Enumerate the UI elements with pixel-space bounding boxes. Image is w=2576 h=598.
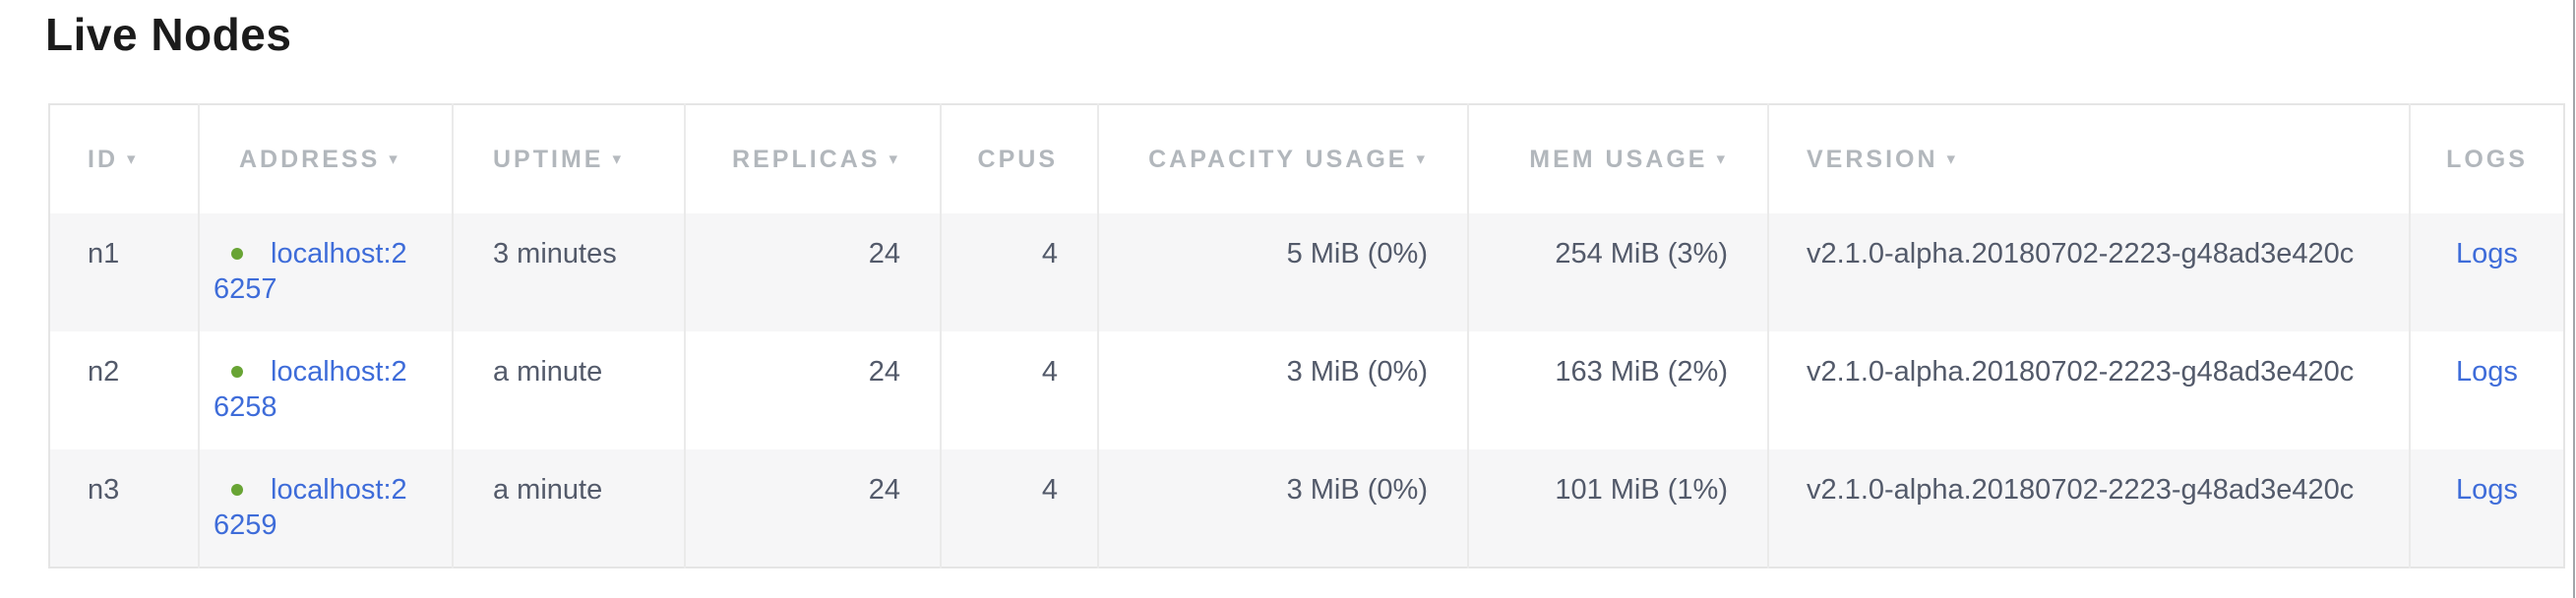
node-id-cell: n2 <box>88 356 120 388</box>
table-header-row: ID ▾ ADDRESS ▾ UPTIME ▾ REPLICAS ▾ CPUS CAPA… <box>49 104 2564 213</box>
column-header-replicas[interactable]: REPLICAS ▾ <box>684 104 941 213</box>
node-cpus-cell: 4 <box>940 449 1098 568</box>
column-header-id[interactable]: ID ▾ <box>49 104 199 213</box>
address-line-1: localhost:2 <box>271 356 407 388</box>
node-address-cell: localhost:2 6258 <box>198 331 453 449</box>
logs-link[interactable]: Logs <box>2456 238 2518 269</box>
column-header-label: ADDRESS <box>239 145 381 173</box>
sort-arrow-icon: ▾ <box>389 149 400 168</box>
node-version-cell: v2.1.0-alpha.20180702-2223-g48ad3e420c <box>1767 213 2410 331</box>
node-address-link[interactable]: localhost:2 6257 <box>214 238 438 307</box>
table-row: n1 localhost:2 6257 3 minutes 24 4 5 MiB … <box>49 213 2564 331</box>
node-capacity-usage-cell: 3 MiB (0%) <box>1097 449 1468 568</box>
node-uptime-cell: 3 minutes <box>452 213 685 331</box>
sort-arrow-icon: ▾ <box>612 149 624 168</box>
column-header-label: REPLICAS <box>732 145 881 173</box>
page-title: Live Nodes <box>45 9 292 60</box>
node-mem-usage-cell: 254 MiB (3%) <box>1467 213 1768 331</box>
sort-arrow-icon: ▾ <box>1416 149 1428 168</box>
column-header-mem-usage[interactable]: MEM USAGE ▾ <box>1467 104 1768 213</box>
column-header-label: ID <box>88 145 118 173</box>
node-replicas-cell: 24 <box>684 331 941 449</box>
node-cpus-cell: 4 <box>940 331 1098 449</box>
node-capacity-usage-cell: 3 MiB (0%) <box>1097 331 1468 449</box>
address-line-2: 6257 <box>214 273 277 305</box>
column-header-cpus: CPUS <box>940 104 1098 213</box>
node-capacity-usage-cell: 5 MiB (0%) <box>1097 213 1468 331</box>
node-replicas-cell: 24 <box>684 449 941 568</box>
window-edge-line <box>2573 0 2575 598</box>
node-replicas-cell: 24 <box>684 213 941 331</box>
sort-arrow-icon: ▾ <box>889 149 900 168</box>
column-header-version[interactable]: VERSION ▾ <box>1767 104 2410 213</box>
node-cpus-cell: 4 <box>940 213 1098 331</box>
node-id-cell: n1 <box>88 238 120 269</box>
logs-link[interactable]: Logs <box>2456 356 2518 388</box>
column-header-label: LOGS <box>2446 145 2528 173</box>
node-address-link[interactable]: localhost:2 6258 <box>214 356 438 425</box>
node-version-cell: v2.1.0-alpha.20180702-2223-g48ad3e420c <box>1767 331 2410 449</box>
sort-arrow-icon: ▾ <box>1716 149 1728 168</box>
column-header-logs: LOGS <box>2409 104 2564 213</box>
node-id-cell: n3 <box>88 474 120 506</box>
node-logs-cell: Logs <box>2409 213 2564 331</box>
logs-link[interactable]: Logs <box>2456 474 2518 506</box>
live-nodes-table: ID ▾ ADDRESS ▾ UPTIME ▾ REPLICAS ▾ CPUS CAPA… <box>48 103 2565 568</box>
column-header-label: VERSION <box>1807 145 1938 173</box>
node-live-status-icon <box>231 248 243 260</box>
address-line-2: 6258 <box>214 391 277 423</box>
node-live-status-icon <box>231 366 243 378</box>
column-header-address[interactable]: ADDRESS ▾ <box>198 104 453 213</box>
node-uptime-cell: a minute <box>452 331 685 449</box>
address-line-1: localhost:2 <box>271 238 407 269</box>
column-header-label: CAPACITY USAGE <box>1148 145 1408 173</box>
column-header-label: CPUS <box>977 145 1058 173</box>
node-mem-usage-cell: 101 MiB (1%) <box>1467 449 1768 568</box>
column-header-label: UPTIME <box>493 145 604 173</box>
node-address-cell: localhost:2 6257 <box>198 213 453 331</box>
node-logs-cell: Logs <box>2409 331 2564 449</box>
column-header-label: MEM USAGE <box>1529 145 1708 173</box>
node-logs-cell: Logs <box>2409 449 2564 568</box>
address-line-1: localhost:2 <box>271 474 407 506</box>
sort-arrow-icon: ▾ <box>127 149 139 168</box>
node-mem-usage-cell: 163 MiB (2%) <box>1467 331 1768 449</box>
sort-arrow-icon: ▾ <box>1946 149 1959 168</box>
node-version-cell: v2.1.0-alpha.20180702-2223-g48ad3e420c <box>1767 449 2410 568</box>
column-header-capacity-usage[interactable]: CAPACITY USAGE ▾ <box>1097 104 1468 213</box>
table-row: n2 localhost:2 6258 a minute 24 4 3 MiB (… <box>49 331 2564 449</box>
node-live-status-icon <box>231 484 243 496</box>
node-address-cell: localhost:2 6259 <box>198 449 453 568</box>
column-header-uptime[interactable]: UPTIME ▾ <box>452 104 685 213</box>
node-uptime-cell: a minute <box>452 449 685 568</box>
address-line-2: 6259 <box>214 509 277 541</box>
table-row: n3 localhost:2 6259 a minute 24 4 3 MiB (… <box>49 449 2564 568</box>
node-address-link[interactable]: localhost:2 6259 <box>214 474 438 543</box>
